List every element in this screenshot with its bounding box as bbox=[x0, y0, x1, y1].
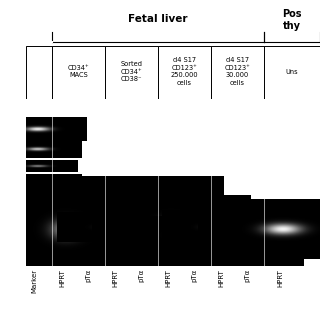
Text: Fetal liver: Fetal liver bbox=[128, 13, 188, 24]
Bar bbox=[211, 46, 264, 99]
Text: d4 S17
CD123⁺
30.000
cells: d4 S17 CD123⁺ 30.000 cells bbox=[225, 58, 251, 86]
Bar bbox=[52, 46, 105, 99]
Bar bbox=[264, 46, 320, 99]
Text: HPRT: HPRT bbox=[112, 269, 118, 287]
Text: CD34⁺
MACS: CD34⁺ MACS bbox=[68, 65, 89, 78]
Text: HPRT: HPRT bbox=[59, 269, 65, 287]
Text: pTα: pTα bbox=[139, 269, 145, 282]
Text: pTα: pTα bbox=[192, 269, 198, 282]
Text: HPRT: HPRT bbox=[218, 269, 224, 287]
Text: Uns: Uns bbox=[286, 69, 298, 75]
Bar bbox=[158, 46, 211, 99]
Text: pTα: pTα bbox=[86, 269, 92, 282]
Bar bbox=[26, 46, 52, 99]
Text: HPRT: HPRT bbox=[165, 269, 171, 287]
Text: Marker: Marker bbox=[31, 269, 37, 293]
Text: Pos
thy: Pos thy bbox=[282, 9, 302, 31]
Text: pTα: pTα bbox=[245, 269, 251, 282]
Bar bbox=[105, 46, 158, 99]
Text: HPRT: HPRT bbox=[277, 269, 283, 287]
Text: d4 S17
CD123⁺
250.000
cells: d4 S17 CD123⁺ 250.000 cells bbox=[171, 58, 198, 86]
Text: Sorted
CD34⁺
CD38⁻: Sorted CD34⁺ CD38⁻ bbox=[121, 61, 143, 82]
